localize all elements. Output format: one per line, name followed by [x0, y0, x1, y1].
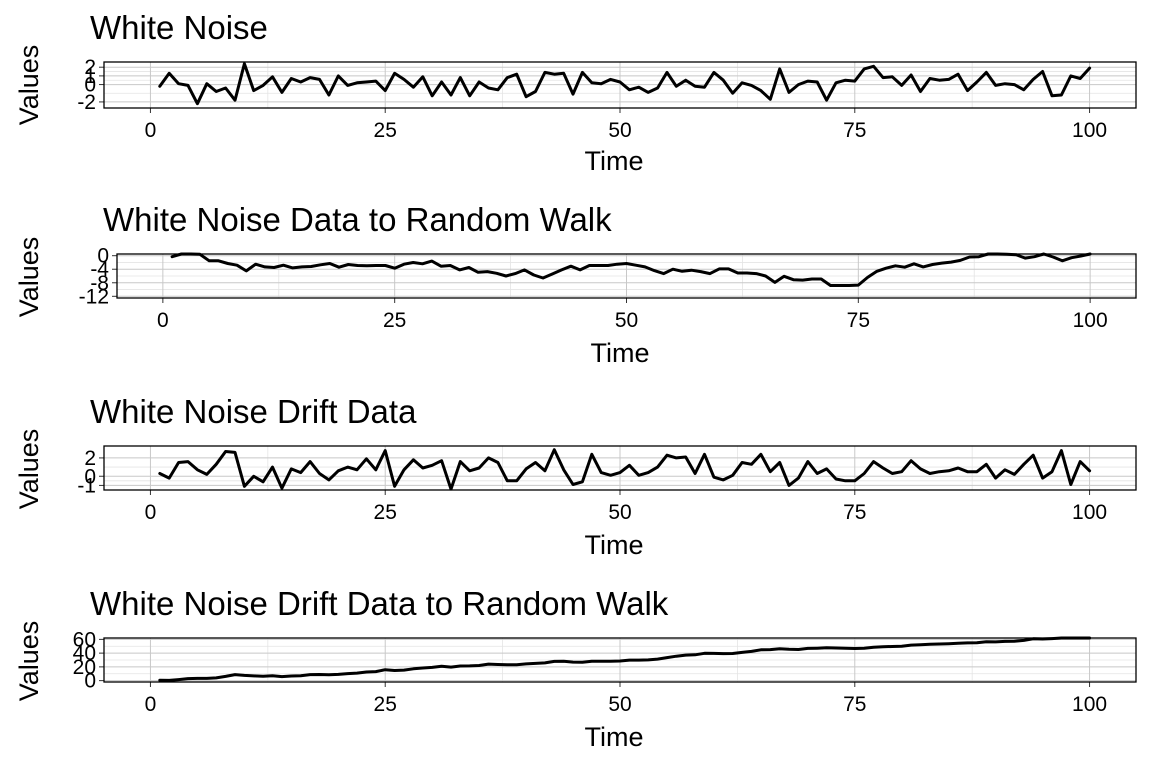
series-line: [170, 252, 1092, 287]
y-axis-label: Values: [14, 621, 44, 702]
plot-area: 0 25 50 75 100-12-8-40: [79, 245, 1137, 332]
y-tick-label: 40: [73, 642, 96, 665]
y-tick-label: 0: [97, 245, 109, 268]
y-tick-label: -12: [79, 285, 109, 308]
y-tick-label: 2: [84, 56, 96, 79]
x-tick-label: 0: [145, 119, 157, 142]
plot-frame: [116, 253, 1137, 299]
x-tick-label: 50: [615, 309, 638, 332]
plot-frame: [103, 637, 1137, 683]
y-axis-label: Values: [14, 429, 44, 510]
panel-white-noise-random-walk: White Noise Data to Random Walk 0 25 50 75 1…: [14, 201, 1137, 368]
x-tick-label: 100: [1073, 309, 1108, 332]
panel-title: White Noise Drift Data: [90, 393, 417, 430]
x-tick-label: 75: [843, 119, 866, 142]
x-tick-label: 75: [843, 501, 866, 524]
panel-white-noise-drift: White Noise Drift Data 0 25 50 75 100-102 Ti…: [14, 393, 1137, 560]
x-tick-label: 100: [1072, 693, 1107, 716]
x-axis-label: Time: [585, 146, 644, 176]
x-tick-label: 75: [843, 693, 866, 716]
x-axis-label: Time: [585, 722, 644, 752]
series-line: [158, 448, 1092, 491]
series-line: [158, 636, 1092, 682]
y-tick-label: -8: [90, 272, 109, 295]
series-line: [158, 62, 1092, 106]
x-tick-label: 25: [374, 119, 397, 142]
x-tick-label: 0: [157, 309, 169, 332]
x-axis-label: Time: [591, 338, 650, 368]
x-tick-label: 25: [374, 501, 397, 524]
y-tick-label: 20: [73, 656, 96, 679]
y-tick-label: 60: [73, 628, 96, 651]
panel-title: White Noise Data to Random Walk: [103, 201, 612, 238]
y-tick-label: -4: [90, 258, 109, 281]
plot-area: 0 25 50 75 100-102: [77, 445, 1137, 524]
y-tick-label: -1: [77, 474, 96, 497]
y-axis-label: Values: [14, 237, 44, 318]
y-axis-label: Values: [14, 45, 44, 126]
y-tick-label: 1: [84, 65, 96, 88]
y-tick-label: 0: [84, 74, 96, 97]
plot-frame: [103, 61, 1137, 109]
x-tick-label: 0: [145, 501, 157, 524]
x-tick-label: 0: [145, 693, 157, 716]
x-tick-label: 25: [374, 693, 397, 716]
y-tick-label: 0: [84, 465, 96, 488]
panel-title: White Noise: [90, 9, 268, 46]
x-axis-label: Time: [585, 530, 644, 560]
y-tick-label: 0: [84, 670, 96, 693]
plot-frame: [103, 445, 1137, 491]
panel-title: White Noise Drift Data to Random Walk: [90, 585, 669, 622]
x-tick-label: 50: [608, 501, 631, 524]
x-tick-label: 25: [383, 309, 406, 332]
x-tick-label: 100: [1072, 501, 1107, 524]
x-tick-label: 100: [1072, 119, 1107, 142]
x-tick-label: 50: [608, 693, 631, 716]
x-tick-label: 50: [608, 119, 631, 142]
x-tick-label: 75: [847, 309, 870, 332]
y-tick-label: -2: [77, 91, 96, 114]
y-tick-label: 2: [84, 447, 96, 470]
